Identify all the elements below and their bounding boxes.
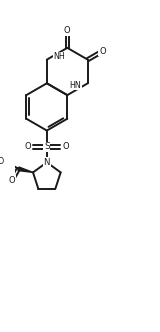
Text: NH: NH (53, 52, 65, 61)
Text: O: O (62, 142, 69, 151)
Text: HO: HO (0, 157, 5, 166)
Text: O: O (99, 47, 106, 56)
Text: S: S (44, 142, 50, 151)
Polygon shape (18, 167, 33, 172)
Text: N: N (44, 158, 50, 167)
Text: O: O (64, 27, 71, 36)
Text: HN: HN (70, 81, 81, 90)
Text: O: O (25, 142, 31, 151)
Text: O: O (9, 176, 15, 185)
